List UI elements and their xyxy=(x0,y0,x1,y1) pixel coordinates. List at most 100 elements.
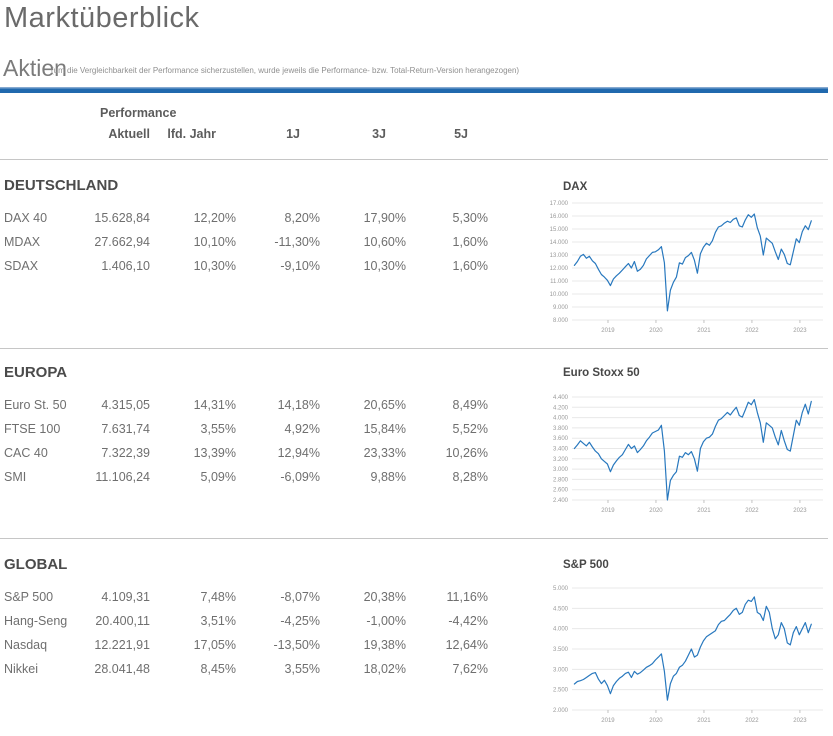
row-value: 28.041,48 xyxy=(94,662,150,676)
y-axis-label: 3.600 xyxy=(553,436,569,442)
y-axis-label: 14.000 xyxy=(550,240,569,246)
table-row-ftse-100: FTSE 100 7.631,74 3,55% 4,92% 15,84% 5,52% xyxy=(0,417,500,441)
y-axis-label: 16.000 xyxy=(550,214,569,220)
market-section-deutschland: DEUTSCHLAND DAX 40 15.628,84 12,20% 8,20% 17,… xyxy=(0,177,500,278)
row-label: Nasdaq xyxy=(4,638,48,652)
table-row-euro-st-50: Euro St. 50 4.315,05 14,31% 14,18% 20,65% 8,4… xyxy=(0,393,500,417)
page-title: Marktüberblick xyxy=(4,2,200,34)
y-axis-label: 3.200 xyxy=(553,457,569,463)
row-value: 17,05% xyxy=(193,638,236,652)
chart-canvas-s-p-500: 5.000 4.500 4.000 3.500 3.000 2.500 2.000 2019 2… xyxy=(553,586,823,724)
y-axis-label: 11.000 xyxy=(550,279,569,285)
row-value: 20,38% xyxy=(363,590,406,604)
price-line xyxy=(573,213,812,312)
table-row-s-p-500: S&P 500 4.109,31 7,48% -8,07% 20,38% 11,16% xyxy=(0,585,500,609)
column-header-spacer xyxy=(4,127,88,141)
chart-title-dax: DAX xyxy=(563,181,588,193)
x-axis-label: 2023 xyxy=(793,718,807,724)
y-axis-label: 3.500 xyxy=(553,647,569,653)
row-value: 1.406,10 xyxy=(101,259,150,273)
row-value: 15,84% xyxy=(363,422,406,436)
chart-euro-stoxx-50: Euro Stoxx 50 4.400 4.200 4.000 3.800 3.600 3.… xyxy=(546,357,833,517)
section-title: GLOBAL xyxy=(4,556,68,573)
column-header-3j: 3J xyxy=(372,127,386,141)
x-axis-label: 2022 xyxy=(745,328,759,334)
market-section-global: GLOBAL S&P 500 4.109,31 7,48% -8,07% 20,38% 11… xyxy=(0,556,500,681)
row-value: 10,60% xyxy=(363,235,406,249)
row-value: 17,90% xyxy=(363,211,406,225)
row-value: 1,60% xyxy=(452,259,488,273)
y-axis-label: 3.000 xyxy=(553,467,569,473)
row-value: 14,18% xyxy=(277,398,320,412)
price-line xyxy=(573,399,812,501)
x-axis-label: 2019 xyxy=(601,718,615,724)
table-row-nikkei: Nikkei 28.041,48 8,45% 3,55% 18,02% 7,62% xyxy=(0,657,500,681)
y-axis-label: 9.000 xyxy=(553,305,569,311)
divider-europa xyxy=(0,348,828,349)
y-axis-label: 12.000 xyxy=(550,266,569,272)
performance-group-header: Performance xyxy=(100,106,177,120)
y-axis-label: 2.600 xyxy=(553,488,569,494)
chart-canvas-dax: 17.000 16.000 15.000 14.000 13.000 12.000 11.0… xyxy=(550,201,823,334)
row-value: 9,88% xyxy=(370,470,406,484)
charts-column: DAX 17.000 16.000 15.000 14.000 13.000 12.000 1… xyxy=(546,0,833,736)
y-axis-label: 4.000 xyxy=(553,416,569,422)
row-value: 23,33% xyxy=(363,446,406,460)
row-value: 3,55% xyxy=(284,662,320,676)
column-header-1j: 1J xyxy=(286,127,300,141)
y-axis-label: 13.000 xyxy=(550,253,569,259)
x-axis-label: 2020 xyxy=(649,718,663,724)
row-value: 10,10% xyxy=(193,235,236,249)
row-value: 7.631,74 xyxy=(101,422,150,436)
table-row-hang-seng: Hang-Seng 20.400,11 3,51% -4,25% -1,00% -4,42… xyxy=(0,609,500,633)
row-value: 8,20% xyxy=(284,211,320,225)
row-value: 19,38% xyxy=(363,638,406,652)
chart-canvas-euro-stoxx-50: 4.400 4.200 4.000 3.800 3.600 3.400 3.200 3.000… xyxy=(553,395,823,514)
row-value: 12,94% xyxy=(277,446,320,460)
row-value: 8,45% xyxy=(200,662,236,676)
table-row-nasdaq: Nasdaq 12.221,91 17,05% -13,50% 19,38% 12,64% xyxy=(0,633,500,657)
x-axis-label: 2022 xyxy=(745,508,759,514)
section-title: EUROPA xyxy=(4,364,68,381)
chart-s-p-500: S&P 500 5.000 4.500 4.000 3.500 3.000 2.500 2.0… xyxy=(546,547,833,725)
row-value: 27.662,94 xyxy=(94,235,150,249)
row-value: -9,10% xyxy=(280,259,320,273)
row-value: 10,30% xyxy=(363,259,406,273)
row-value: 3,55% xyxy=(200,422,236,436)
x-axis-label: 2023 xyxy=(793,328,807,334)
y-axis-label: 2.800 xyxy=(553,477,569,483)
divider-global xyxy=(0,538,828,539)
table-row-dax-40: DAX 40 15.628,84 12,20% 8,20% 17,90% 5,30% xyxy=(0,206,500,230)
row-value: 5,52% xyxy=(452,422,488,436)
row-value: 5,30% xyxy=(452,211,488,225)
y-axis-label: 4.500 xyxy=(553,606,569,612)
section-title: DEUTSCHLAND xyxy=(4,177,119,194)
y-axis-label: 3.400 xyxy=(553,447,569,453)
row-label: MDAX xyxy=(4,235,41,249)
chart-title-euro-stoxx-50: Euro Stoxx 50 xyxy=(563,367,640,379)
row-label: Euro St. 50 xyxy=(4,398,67,412)
row-value: 1,60% xyxy=(452,235,488,249)
x-axis-label: 2019 xyxy=(601,508,615,514)
row-value: -4,42% xyxy=(448,614,488,628)
table-row-smi: SMI 11.106,24 5,09% -6,09% 9,88% 8,28% xyxy=(0,465,500,489)
table-row-mdax: MDAX 27.662,94 10,10% -11,30% 10,60% 1,60% xyxy=(0,230,500,254)
row-value: -13,50% xyxy=(273,638,320,652)
row-value: 10,26% xyxy=(445,446,488,460)
row-label: Nikkei xyxy=(4,662,39,676)
row-value: -6,09% xyxy=(280,470,320,484)
row-value: 7,48% xyxy=(200,590,236,604)
row-value: 7,62% xyxy=(452,662,488,676)
x-axis-label: 2021 xyxy=(697,328,711,334)
row-value: 12,20% xyxy=(193,211,236,225)
row-value: 20.400,11 xyxy=(95,614,150,628)
y-axis-label: 17.000 xyxy=(550,201,569,207)
row-value: 7.322,39 xyxy=(101,446,150,460)
y-axis-label: 4.400 xyxy=(553,395,569,401)
market-section-europa: EUROPA Euro St. 50 4.315,05 14,31% 14,18% 20,… xyxy=(0,364,500,489)
table-row-sdax: SDAX 1.406,10 10,30% -9,10% 10,30% 1,60% xyxy=(0,254,500,278)
x-axis-label: 2022 xyxy=(745,718,759,724)
row-value: 4.315,05 xyxy=(101,398,150,412)
y-axis-label: 2.000 xyxy=(553,708,569,714)
column-header-aktuell: Aktuell xyxy=(108,127,150,141)
